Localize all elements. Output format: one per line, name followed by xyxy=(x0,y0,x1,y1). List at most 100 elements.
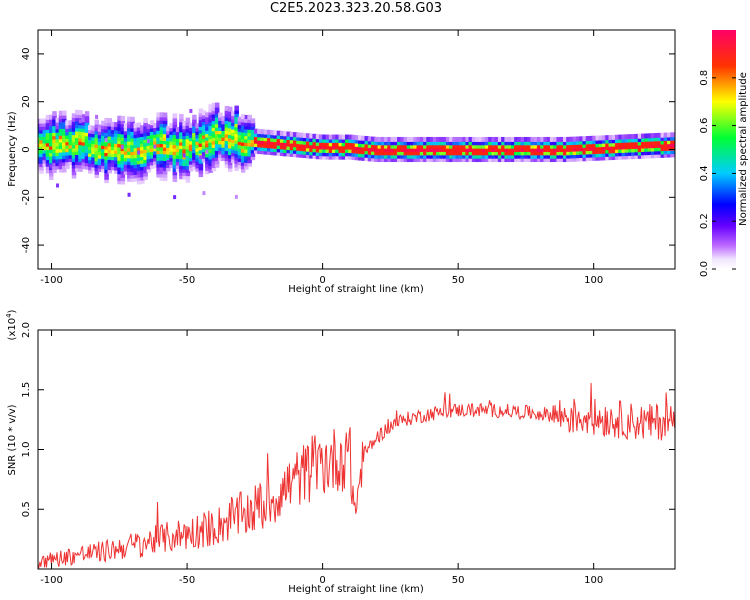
heat-cell xyxy=(55,134,61,140)
heat-cell xyxy=(374,146,379,152)
snr-y-label: SNR (10 * v/v) xyxy=(7,404,18,475)
heat-cell xyxy=(156,155,161,161)
heat-cell xyxy=(484,157,490,163)
heat-cell xyxy=(81,160,87,166)
heat-cell xyxy=(227,140,233,146)
heat-cell xyxy=(117,129,122,135)
heat-cell xyxy=(452,136,457,142)
heat-cell xyxy=(628,140,633,146)
heat-cell xyxy=(432,147,438,152)
heat-cell xyxy=(234,145,239,151)
heat-cell xyxy=(575,139,581,145)
heat-cell xyxy=(579,143,584,149)
heat-cell xyxy=(188,122,194,128)
heat-cell xyxy=(322,137,327,143)
heat-cell xyxy=(621,134,626,140)
heat-cell xyxy=(667,132,672,138)
heat-cell xyxy=(127,166,132,172)
heat-cell xyxy=(71,160,77,166)
heat-cell xyxy=(309,136,314,142)
heat-cell xyxy=(244,144,249,150)
heat-cell xyxy=(175,143,181,149)
heat-cell xyxy=(198,172,204,178)
heat-cell xyxy=(172,143,178,149)
heat-cell xyxy=(52,157,57,163)
heat-cell xyxy=(618,137,623,143)
heat-cell xyxy=(458,143,464,149)
heat-cell xyxy=(117,119,122,125)
heat-cell xyxy=(179,130,184,136)
heat-cell xyxy=(240,134,246,140)
heat-cell xyxy=(188,149,194,155)
heat-cell xyxy=(624,141,630,147)
heat-cell xyxy=(647,146,653,152)
heat-cell xyxy=(140,128,145,134)
heat-cell xyxy=(237,140,243,146)
heat-cell xyxy=(55,120,61,126)
heat-cell xyxy=(224,125,230,131)
heat-cell xyxy=(605,141,610,147)
heat-cell xyxy=(136,162,142,168)
heat-cell xyxy=(198,108,204,114)
heat-cell xyxy=(224,129,230,135)
heat-cell xyxy=(88,131,93,137)
heat-cell xyxy=(211,152,217,158)
heat-cell xyxy=(120,159,126,165)
heat-cell xyxy=(351,138,357,144)
heat-cell xyxy=(133,153,139,159)
heat-cell xyxy=(149,160,155,166)
heat-cell xyxy=(240,137,246,143)
heat-cell xyxy=(127,116,132,122)
heat-cell xyxy=(214,105,220,111)
heat-cell xyxy=(618,134,623,140)
heat-cell xyxy=(172,153,178,159)
heat-cell xyxy=(156,122,161,128)
heat-cell xyxy=(247,138,252,144)
heat-cell xyxy=(341,147,347,153)
heat-cell xyxy=(175,130,181,136)
heat-cell xyxy=(185,144,191,150)
heat-cell xyxy=(556,153,561,159)
heat-cell xyxy=(38,138,41,144)
heat-cell xyxy=(452,140,457,146)
heat-cell xyxy=(276,150,282,156)
heat-cell xyxy=(520,136,526,142)
heat-cell xyxy=(198,111,204,117)
heat-cell xyxy=(153,149,158,155)
heat-cell xyxy=(130,167,135,173)
heat-cell xyxy=(289,131,295,137)
heat-cell xyxy=(130,170,135,176)
heat-cell xyxy=(234,122,239,128)
heat-cell xyxy=(491,147,496,152)
heat-cell xyxy=(588,145,594,151)
heat-cell xyxy=(631,137,636,143)
heat-cell xyxy=(182,153,186,158)
heat-cell xyxy=(172,123,178,129)
heat-cell xyxy=(218,119,223,125)
heat-cell xyxy=(429,136,435,142)
heat-cell xyxy=(188,142,194,148)
heat-cell xyxy=(530,150,535,156)
heat-cell xyxy=(595,152,600,158)
heat-cell xyxy=(644,136,649,142)
heat-cell xyxy=(91,139,96,145)
heat-cell xyxy=(465,143,470,149)
heat-cell xyxy=(208,124,213,130)
heat-cell xyxy=(540,157,545,163)
heat-cell xyxy=(289,141,295,147)
heat-cell xyxy=(559,157,565,163)
heat-cell xyxy=(52,137,57,143)
heat-cell xyxy=(608,141,613,147)
heat-cell xyxy=(192,154,197,160)
heat-cell xyxy=(621,151,626,157)
snr-series-line xyxy=(38,382,675,569)
heat-cell xyxy=(205,119,210,125)
heat-cell xyxy=(156,145,161,151)
heat-cell xyxy=(364,142,370,148)
x-tick-label: 0 xyxy=(319,275,325,286)
heat-cell xyxy=(302,153,308,159)
heat-cell xyxy=(240,150,246,156)
heat-cell xyxy=(494,143,500,149)
heat-cell xyxy=(637,150,643,156)
heat-cell xyxy=(39,142,44,148)
